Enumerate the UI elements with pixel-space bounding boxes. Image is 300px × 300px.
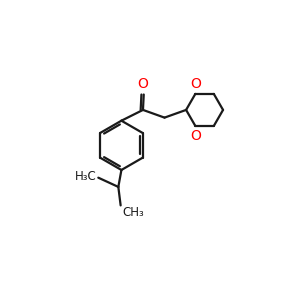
Text: O: O bbox=[191, 129, 202, 143]
Text: H₃C: H₃C bbox=[75, 170, 97, 183]
Text: O: O bbox=[191, 77, 202, 91]
Text: CH₃: CH₃ bbox=[122, 206, 144, 219]
Text: O: O bbox=[137, 77, 148, 91]
